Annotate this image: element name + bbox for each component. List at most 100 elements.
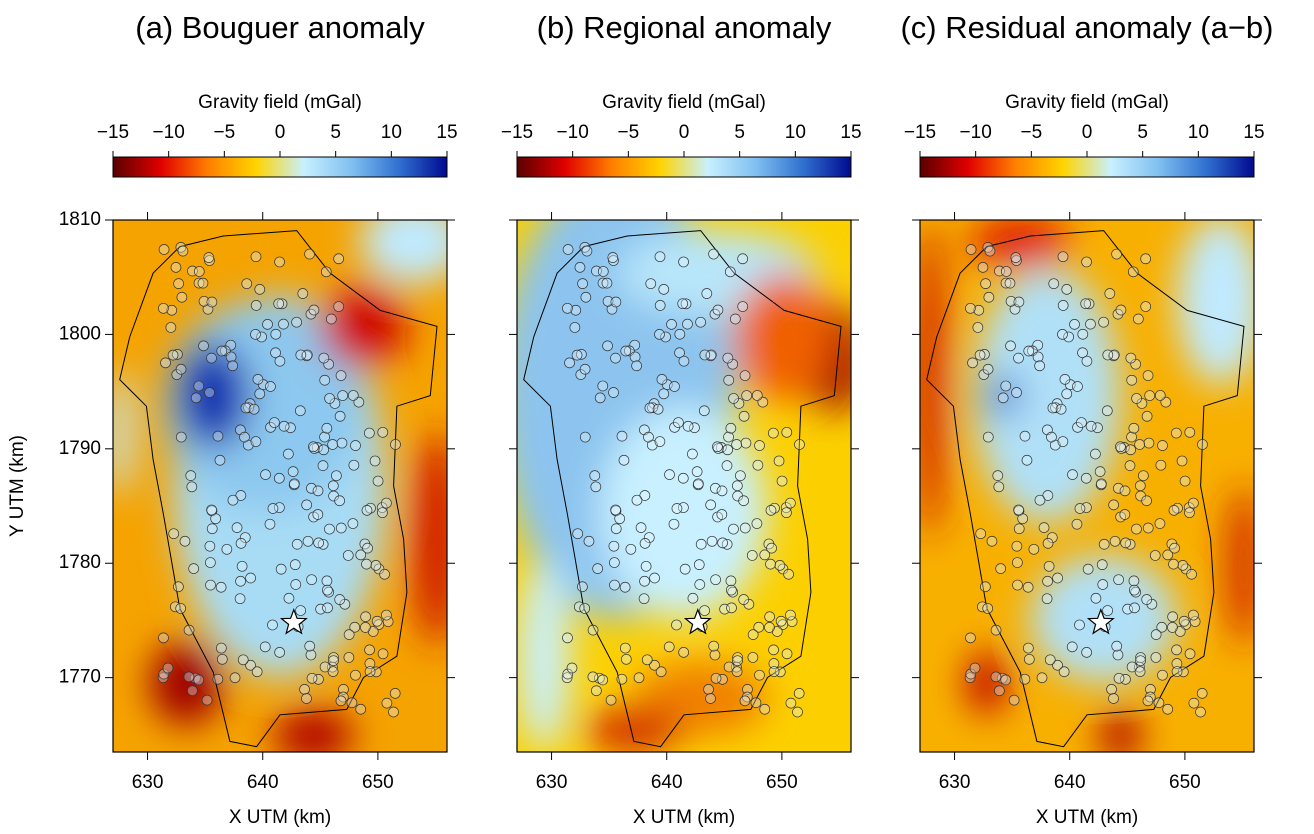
station xyxy=(579,363,591,375)
station xyxy=(254,284,266,295)
station xyxy=(1061,284,1073,295)
station xyxy=(752,459,764,471)
station xyxy=(1071,518,1083,530)
station xyxy=(1074,503,1086,514)
station xyxy=(674,347,685,359)
station xyxy=(183,671,195,683)
station xyxy=(336,437,348,449)
station xyxy=(587,624,599,636)
station xyxy=(274,355,286,367)
station xyxy=(638,593,650,605)
station xyxy=(712,443,724,454)
station xyxy=(306,574,317,586)
station xyxy=(324,393,335,404)
anomaly xyxy=(113,368,134,497)
station xyxy=(1092,422,1103,434)
station xyxy=(731,480,743,492)
station xyxy=(1034,494,1046,506)
station xyxy=(158,632,169,644)
station xyxy=(708,248,719,260)
station xyxy=(710,672,722,684)
station xyxy=(252,374,264,385)
station xyxy=(269,417,280,428)
station xyxy=(355,549,367,561)
station xyxy=(319,431,330,443)
station xyxy=(1108,693,1119,704)
station xyxy=(1098,316,1109,328)
station xyxy=(1149,550,1161,561)
station xyxy=(175,431,187,443)
station xyxy=(674,328,686,340)
x-axis-label: X UTM (km) xyxy=(633,807,735,828)
station xyxy=(1127,266,1139,278)
anomaly xyxy=(320,283,407,369)
station xyxy=(265,381,276,392)
station xyxy=(1106,684,1117,695)
station xyxy=(712,304,724,316)
station xyxy=(1150,652,1162,663)
station xyxy=(377,648,389,660)
station xyxy=(1111,248,1122,260)
station xyxy=(294,405,306,417)
station xyxy=(1195,706,1206,718)
station xyxy=(723,661,735,673)
station xyxy=(278,420,290,432)
station xyxy=(188,563,200,574)
station xyxy=(235,538,247,549)
station xyxy=(709,649,721,661)
station xyxy=(1080,472,1092,484)
station xyxy=(283,448,294,460)
station xyxy=(694,579,706,590)
station xyxy=(327,480,339,492)
station xyxy=(274,647,285,658)
station xyxy=(794,439,805,450)
station xyxy=(710,482,721,494)
station xyxy=(710,574,721,586)
station xyxy=(703,684,714,695)
anomaly xyxy=(410,432,447,646)
station xyxy=(372,475,384,487)
station xyxy=(1189,616,1201,627)
station xyxy=(699,349,711,361)
station xyxy=(597,277,609,289)
station xyxy=(1032,339,1044,351)
station xyxy=(1094,466,1106,477)
station xyxy=(343,629,355,640)
station xyxy=(256,331,267,343)
station xyxy=(324,523,335,535)
station xyxy=(974,349,986,361)
station xyxy=(602,295,614,307)
station xyxy=(278,318,289,330)
station xyxy=(203,252,215,263)
colorbar-tick-label: 0 xyxy=(679,122,690,143)
anomaly xyxy=(1177,220,1254,385)
station xyxy=(216,653,228,665)
station xyxy=(1162,703,1174,715)
station xyxy=(227,360,238,372)
station xyxy=(1090,448,1101,460)
station xyxy=(964,672,976,684)
station xyxy=(1113,574,1124,586)
station xyxy=(229,672,241,684)
station xyxy=(327,439,339,450)
station xyxy=(785,697,797,709)
epicenter-star xyxy=(1086,608,1115,635)
station xyxy=(193,674,205,686)
station xyxy=(1141,594,1153,605)
station xyxy=(250,329,261,340)
station xyxy=(1113,482,1124,494)
station xyxy=(260,469,271,480)
station xyxy=(1042,575,1053,587)
station xyxy=(1036,672,1048,684)
station xyxy=(179,535,191,547)
station xyxy=(965,632,976,644)
station xyxy=(1046,532,1058,543)
station xyxy=(1104,288,1116,299)
station xyxy=(1000,277,1012,289)
station xyxy=(773,455,785,467)
station xyxy=(1010,252,1022,263)
station xyxy=(225,339,237,351)
station xyxy=(738,594,750,605)
station xyxy=(706,535,718,547)
station xyxy=(1022,642,1034,654)
